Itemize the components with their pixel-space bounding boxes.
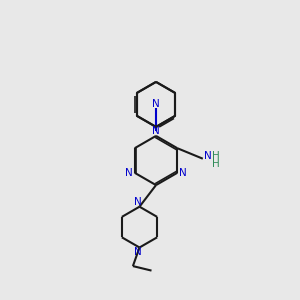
Text: N: N bbox=[152, 99, 160, 110]
Text: H: H bbox=[212, 151, 220, 161]
Text: N: N bbox=[179, 168, 187, 178]
Text: H: H bbox=[212, 159, 220, 169]
Text: N: N bbox=[134, 197, 142, 207]
Text: N: N bbox=[125, 168, 133, 178]
Text: N: N bbox=[152, 125, 160, 136]
Text: N: N bbox=[134, 247, 142, 257]
Text: N: N bbox=[204, 151, 212, 161]
